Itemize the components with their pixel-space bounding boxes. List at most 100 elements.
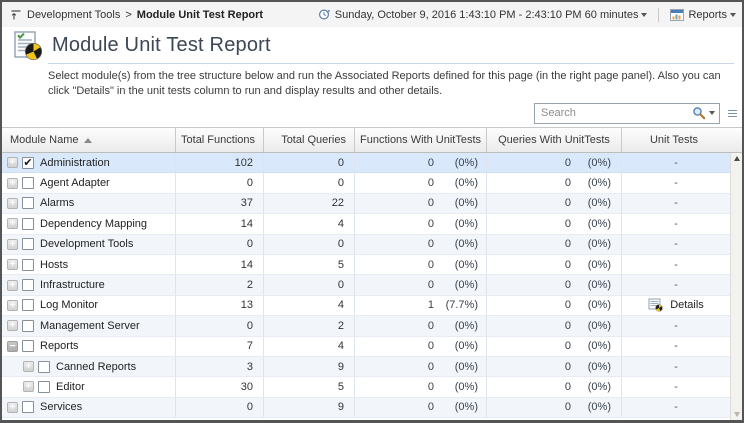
module-name[interactable]: Canned Reports xyxy=(56,360,137,373)
queries-unittest-percent: (0%) xyxy=(587,279,611,292)
table-row[interactable]: + Services 0 9 0 (0%) 0 (0%) - xyxy=(2,397,730,419)
column-header-total-functions[interactable]: Total Functions xyxy=(176,128,264,152)
expand-button[interactable]: + xyxy=(7,197,18,209)
module-checkbox[interactable] xyxy=(22,197,34,210)
search-input[interactable] xyxy=(541,107,692,119)
queries-unittest-percent: (0%) xyxy=(587,299,611,312)
total-functions-cell: 0 xyxy=(176,173,264,193)
grid-header: Module Name Total Functions Total Queries F… xyxy=(2,128,742,153)
table-row[interactable]: + Alarms 37 22 0 (0%) 0 (0%) - xyxy=(2,193,730,215)
total-queries-cell: 4 xyxy=(264,336,355,356)
module-name[interactable]: Agent Adapter xyxy=(40,177,110,190)
module-name[interactable]: Editor xyxy=(56,380,85,393)
search-row xyxy=(2,99,742,127)
module-checkbox[interactable] xyxy=(22,319,34,332)
scroll-down-icon[interactable] xyxy=(733,412,740,417)
queries-unittest-percent: (0%) xyxy=(587,258,611,271)
expand-button[interactable]: + xyxy=(7,238,18,250)
table-row[interactable]: + Development Tools 0 0 0 (0%) 0 (0%) - xyxy=(2,234,730,255)
module-checkbox[interactable] xyxy=(38,380,50,393)
grid-menu-icon[interactable] xyxy=(728,109,740,117)
no-unit-tests-dash: - xyxy=(674,279,678,292)
search-icon[interactable] xyxy=(692,106,706,120)
expand-button[interactable]: + xyxy=(7,279,18,291)
expand-button[interactable]: + xyxy=(7,218,18,230)
table-row[interactable]: + Agent Adapter 0 0 0 (0%) 0 (0%) - xyxy=(2,173,730,194)
module-name[interactable]: Hosts xyxy=(40,258,69,271)
module-checkbox[interactable] xyxy=(22,217,34,230)
queries-with-unittests-cell: 0 (0%) xyxy=(487,254,622,275)
queries-with-unittests-cell: 0 (0%) xyxy=(487,153,622,173)
module-name[interactable]: Management Server xyxy=(40,319,140,332)
module-checkbox[interactable] xyxy=(22,340,34,353)
table-row[interactable]: + Infrastructure 2 0 0 (0%) 0 (0%) - xyxy=(2,275,730,296)
module-checkbox[interactable] xyxy=(22,279,34,292)
time-range-selector[interactable]: Sunday, October 9, 2016 1:43:10 PM - 2:4… xyxy=(318,8,648,21)
queries-unittest-count: 0 xyxy=(564,319,571,332)
table-row[interactable]: + Log Monitor 13 4 1 (7.7%) 0 (0%) Details xyxy=(2,295,730,317)
expand-button[interactable]: + xyxy=(23,361,34,373)
column-header-total-queries[interactable]: Total Queries xyxy=(264,128,355,152)
collapse-button[interactable]: − xyxy=(7,340,18,352)
search-box[interactable] xyxy=(534,102,720,124)
table-row[interactable]: − Reports 7 4 0 (0%) 0 (0%) - xyxy=(2,336,730,357)
module-cell: + Agent Adapter xyxy=(2,173,176,193)
column-header-label: Total Functions xyxy=(181,134,255,146)
module-checkbox[interactable] xyxy=(38,360,50,373)
queries-unittest-percent: (0%) xyxy=(587,197,611,210)
module-checkbox[interactable] xyxy=(22,177,34,190)
table-row[interactable]: + Management Server 0 2 0 (0%) 0 (0%) - xyxy=(2,316,730,337)
module-cell: + Alarms xyxy=(2,193,176,214)
module-name[interactable]: Infrastructure xyxy=(40,279,105,292)
table-row[interactable]: + Editor 30 5 0 (0%) 0 (0%) - xyxy=(2,377,730,398)
scroll-up-icon[interactable] xyxy=(733,156,740,161)
module-name[interactable]: Dependency Mapping xyxy=(40,217,148,230)
module-name[interactable]: Alarms xyxy=(40,197,75,210)
table-row[interactable]: + Canned Reports 3 9 0 (0%) 0 (0%) - xyxy=(2,356,730,378)
breadcrumb-parent[interactable]: Development Tools xyxy=(27,8,121,21)
column-header-queries-with-unittests[interactable]: Queries With UnitTests xyxy=(487,128,622,152)
module-cell: + Development Tools xyxy=(2,234,176,254)
expand-button[interactable]: + xyxy=(7,259,18,271)
expand-button[interactable]: + xyxy=(7,157,18,169)
module-checkbox[interactable] xyxy=(22,258,34,271)
vertical-scrollbar[interactable] xyxy=(730,153,742,420)
queries-with-unittests-cell: 0 (0%) xyxy=(487,275,622,295)
module-checkbox[interactable] xyxy=(22,299,34,312)
functions-unittest-count: 0 xyxy=(427,279,434,292)
expand-button[interactable]: + xyxy=(7,299,18,311)
column-header-unit-tests[interactable]: Unit Tests xyxy=(622,128,726,152)
module-name[interactable]: Log Monitor xyxy=(40,299,99,312)
reports-menu-button[interactable]: Reports xyxy=(670,8,736,21)
breadcrumb-current: Module Unit Test Report xyxy=(136,8,264,21)
table-row[interactable]: + Hosts 14 5 0 (0%) 0 (0%) - xyxy=(2,254,730,276)
module-name[interactable]: Services xyxy=(40,401,83,414)
module-name[interactable]: Development Tools xyxy=(40,238,134,251)
table-row[interactable]: + Dependency Mapping 14 4 0 (0%) 0 (0%) - xyxy=(2,214,730,235)
expand-button[interactable]: + xyxy=(23,381,34,393)
column-header-functions-with-unittests[interactable]: Functions With UnitTests xyxy=(355,128,487,152)
module-name[interactable]: Reports xyxy=(40,340,79,353)
column-header-module-name[interactable]: Module Name xyxy=(2,128,176,152)
expand-button[interactable]: + xyxy=(7,177,18,189)
unit-tests-cell: - xyxy=(622,173,730,192)
queries-unittest-percent: (0%) xyxy=(587,238,611,251)
functions-unittest-percent: (0%) xyxy=(454,238,478,251)
module-name[interactable]: Administration xyxy=(40,156,110,169)
expand-button[interactable]: + xyxy=(7,401,18,413)
total-functions-cell: 0 xyxy=(176,397,264,418)
functions-with-unittests-cell: 0 (0%) xyxy=(355,214,487,234)
table-row[interactable]: + ✔ Administration 102 0 0 (0%) 0 (0%) - xyxy=(2,153,730,174)
module-checkbox[interactable] xyxy=(22,401,34,414)
no-unit-tests-dash: - xyxy=(674,217,678,230)
module-checkbox[interactable]: ✔ xyxy=(22,156,34,169)
expand-button[interactable]: + xyxy=(7,320,18,332)
functions-unittest-percent: (0%) xyxy=(454,217,478,230)
search-options-caret-icon[interactable] xyxy=(709,111,715,115)
module-cell: + Canned Reports xyxy=(2,356,176,377)
module-checkbox[interactable] xyxy=(22,238,34,251)
details-link[interactable]: Details xyxy=(670,299,704,312)
functions-with-unittests-cell: 0 (0%) xyxy=(355,275,487,295)
functions-unittest-count: 0 xyxy=(427,360,434,373)
navigate-up-icon[interactable] xyxy=(10,9,22,21)
